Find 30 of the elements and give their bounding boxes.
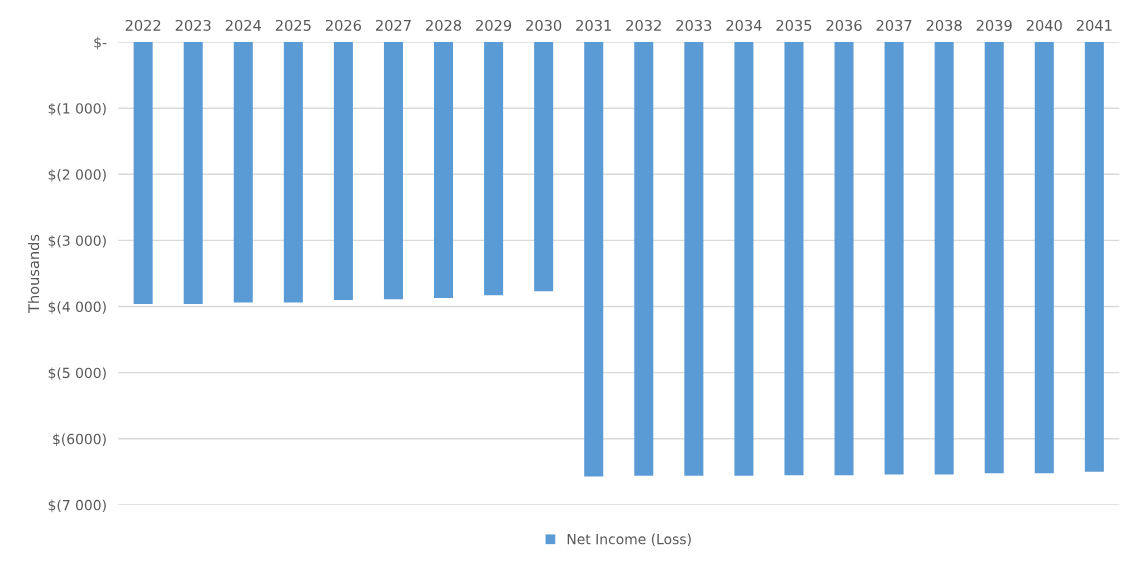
- x-tick-label: 2039: [976, 19, 1012, 31]
- x-tick-label: 2032: [626, 19, 661, 31]
- x-tick-label: 2040: [1026, 19, 1062, 31]
- x-tick-label: 2037: [876, 19, 912, 31]
- y-tick-label: $(4 000): [48, 301, 106, 314]
- x-tick-label: 2029: [476, 19, 512, 31]
- x-tick-label: 2024: [225, 19, 262, 31]
- x-tick-label: 2025: [275, 19, 311, 31]
- y-tick-label: $(2 000): [48, 169, 106, 182]
- x-tick-label: 2022: [125, 19, 161, 31]
- x-tick-label: 2027: [375, 19, 411, 31]
- y-tick-label: $(3 000): [48, 235, 106, 248]
- x-tick-label: 2030: [526, 19, 562, 31]
- y-axis-title: Thousands: [27, 234, 40, 313]
- x-tick-label: 2035: [776, 19, 812, 31]
- x-tick-label: 2028: [426, 19, 462, 31]
- x-tick-label: 2041: [1076, 19, 1112, 31]
- x-tick-label: 2038: [926, 19, 962, 31]
- x-tick-label: 2036: [826, 19, 862, 31]
- y-tick-label: $(6000): [53, 433, 106, 447]
- legend-label: Net Income (Loss): [567, 533, 691, 546]
- y-tick-label: $(1 000): [48, 102, 106, 116]
- x-tick-label: 2031: [576, 19, 611, 31]
- y-tick-label: $(7 000): [48, 499, 106, 513]
- x-tick-label: 2026: [325, 19, 362, 31]
- y-tick-label: $(5 000): [48, 367, 106, 380]
- x-tick-label: 2033: [676, 19, 712, 31]
- x-tick-label: 2023: [175, 19, 211, 31]
- y-tick-label: $-: [94, 36, 107, 50]
- x-tick-label: 2034: [726, 19, 762, 31]
